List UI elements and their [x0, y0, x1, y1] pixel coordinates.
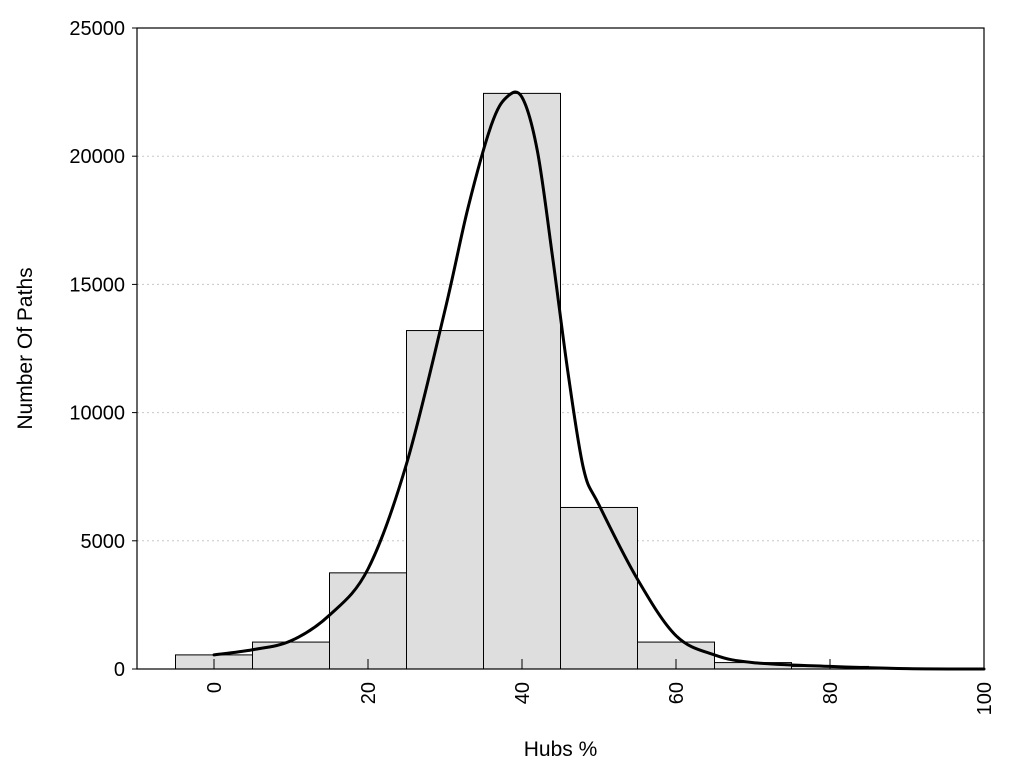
x-tick-label: 20: [358, 682, 380, 704]
plot-frame: [136, 27, 985, 670]
x-tick-label: 100: [974, 682, 996, 715]
bars: [175, 92, 946, 670]
x-tick-label: 60: [666, 682, 688, 704]
bar: [483, 92, 561, 670]
x-tick-label: 80: [820, 682, 842, 704]
bar: [329, 572, 407, 670]
x-axis-title: Hubs %: [524, 738, 598, 761]
y-axis-title: Number Of Paths: [14, 267, 37, 429]
series-line: [212, 90, 986, 671]
curve-layer: [212, 90, 986, 671]
bar: [406, 330, 484, 670]
x-axis-ticks: 0 20 40 60 80 100: [204, 659, 996, 715]
x-tick-label: 0: [204, 682, 226, 693]
y-axis-ticks: 0 5000 10000 15000 20000 25000: [69, 18, 137, 681]
bar: [252, 641, 330, 670]
y-tick-label: 20000: [69, 146, 125, 168]
y-tick-label: 15000: [69, 274, 125, 296]
gridlines: [137, 155, 984, 542]
y-tick-label: 5000: [81, 531, 126, 553]
y-tick-label: 25000: [69, 18, 125, 40]
y-tick-label: 0: [114, 659, 125, 681]
bar: [560, 506, 638, 670]
x-tick-label: 40: [512, 682, 534, 704]
y-tick-label: 10000: [69, 403, 125, 425]
